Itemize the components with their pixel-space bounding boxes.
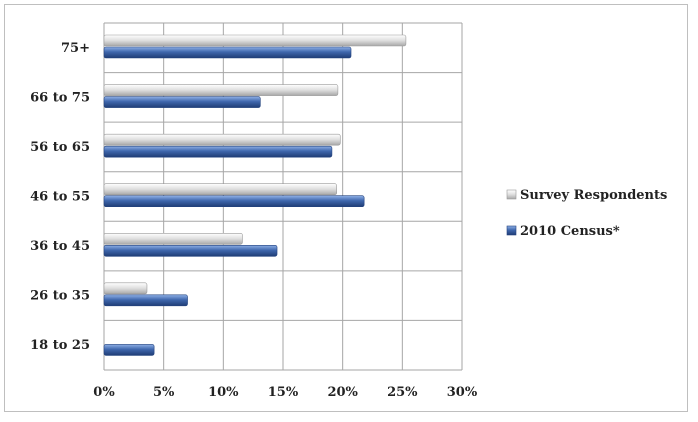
census-bar-6: [103, 344, 155, 356]
legend-label: Survey Respondents: [520, 188, 667, 203]
survey-bar-0: [103, 34, 407, 47]
survey-bar-1: [103, 84, 339, 96]
census-bar-3: [103, 195, 365, 208]
legend-swatch: [506, 189, 517, 200]
x-tick-label: 15%: [268, 385, 299, 400]
category-label: 36 to 45: [30, 239, 90, 254]
x-tick-label: 30%: [447, 385, 478, 400]
legend-label: 2010 Census*: [520, 224, 620, 239]
census-bar-2: [103, 145, 333, 158]
survey-bar-3: [103, 183, 337, 196]
survey-bar-2: [103, 133, 341, 146]
x-tick-label: 0%: [93, 385, 115, 400]
survey-bar-4: [103, 232, 243, 245]
legend-swatch: [506, 225, 517, 236]
census-bar-1: [103, 96, 261, 108]
x-tick-label: 10%: [208, 385, 239, 400]
category-label: 75+: [61, 41, 90, 56]
category-label: 46 to 55: [30, 190, 90, 205]
census-bar-0: [103, 46, 352, 59]
chart-frame: [4, 4, 688, 412]
x-tick-label: 25%: [387, 385, 418, 400]
census-bar-5: [103, 294, 188, 307]
bars: [103, 34, 407, 356]
category-label: 66 to 75: [30, 90, 90, 105]
x-tick-label: 5%: [153, 385, 175, 400]
census-bar-4: [103, 244, 278, 257]
y-axis-categories: 75+ 66 to 75 56 to 65 46 to 55 36 to 45 26 to…: [30, 41, 90, 353]
category-label: 18 to 25: [30, 338, 90, 353]
legend: Survey Respondents 2010 Census*: [506, 188, 667, 239]
survey-bar-5: [103, 282, 148, 295]
x-axis-ticks: 0% 5% 10% 15% 20% 25% 30%: [93, 385, 478, 400]
category-label: 26 to 35: [30, 289, 90, 304]
category-label: 56 to 65: [30, 140, 90, 155]
x-tick-label: 20%: [327, 385, 358, 400]
gridlines: [103, 22, 463, 371]
